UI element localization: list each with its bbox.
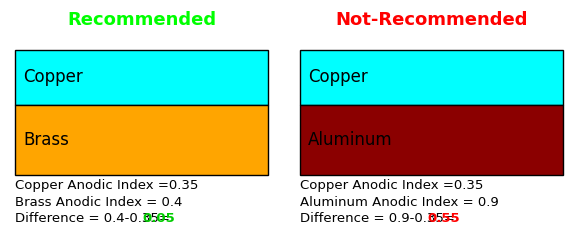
- Text: Recommended: Recommended: [67, 11, 216, 29]
- Text: Copper: Copper: [308, 68, 368, 86]
- Text: Copper Anodic Index =0.35: Copper Anodic Index =0.35: [15, 179, 199, 192]
- Bar: [15, 105, 268, 175]
- Text: Not-Recommended: Not-Recommended: [335, 11, 527, 29]
- Text: Aluminum Anodic Index = 0.9: Aluminum Anodic Index = 0.9: [300, 196, 499, 208]
- Bar: [300, 105, 563, 175]
- Text: Difference = 0.9-0.35=: Difference = 0.9-0.35=: [300, 212, 459, 226]
- Text: Brass Anodic Index = 0.4: Brass Anodic Index = 0.4: [15, 196, 182, 208]
- Bar: [300, 50, 563, 105]
- Text: Aluminum: Aluminum: [308, 131, 393, 149]
- Text: Copper Anodic Index =0.35: Copper Anodic Index =0.35: [300, 179, 483, 192]
- Text: Copper: Copper: [23, 68, 83, 86]
- Text: Brass: Brass: [23, 131, 69, 149]
- Text: 0.05: 0.05: [142, 212, 175, 226]
- Text: Difference = 0.4-0.35=: Difference = 0.4-0.35=: [15, 212, 174, 226]
- Text: 0.55: 0.55: [427, 212, 460, 226]
- Bar: [15, 50, 268, 105]
